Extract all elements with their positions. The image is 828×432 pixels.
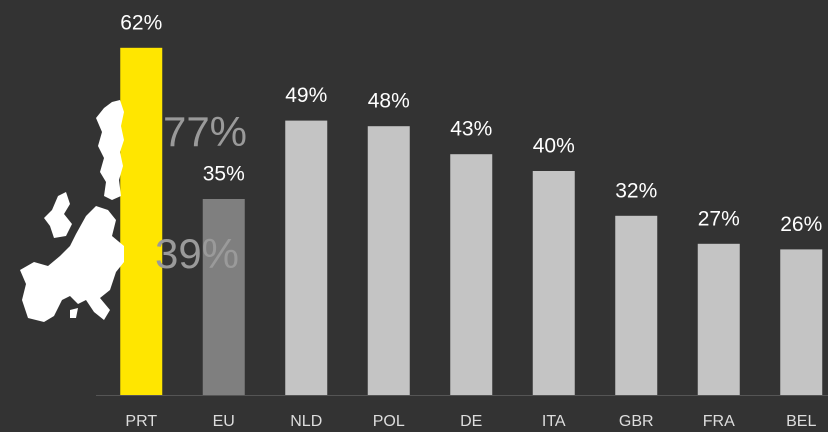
x-tick-label: BEL bbox=[786, 413, 816, 430]
bar bbox=[285, 120, 328, 395]
value-label: 49% bbox=[285, 84, 327, 107]
x-tick-label: FRA bbox=[703, 413, 735, 430]
value-label: 43% bbox=[450, 118, 492, 141]
portugal-map bbox=[96, 100, 124, 200]
bars bbox=[120, 47, 823, 396]
x-tick-label: ITA bbox=[542, 413, 566, 430]
bar bbox=[532, 171, 575, 395]
europe-map bbox=[20, 192, 124, 322]
x-tick-label: NLD bbox=[290, 413, 322, 430]
value-label: 35% bbox=[203, 163, 245, 186]
value-label: 40% bbox=[533, 135, 575, 158]
x-tick-label: DE bbox=[460, 413, 482, 430]
bar bbox=[367, 126, 410, 395]
value-label: 26% bbox=[780, 213, 822, 236]
x-tick-label: PRT bbox=[125, 413, 157, 430]
value-label: 27% bbox=[698, 207, 740, 230]
bar bbox=[120, 47, 163, 396]
x-tick-label: EU bbox=[213, 413, 235, 430]
x-tick-label: GBR bbox=[619, 413, 654, 430]
value-label: 62% bbox=[120, 11, 162, 34]
bar bbox=[780, 249, 823, 395]
bar bbox=[202, 199, 245, 395]
bar bbox=[697, 243, 740, 395]
x-tick-label: POL bbox=[373, 413, 405, 430]
value-label: 48% bbox=[368, 90, 410, 113]
annotation: 77% bbox=[163, 108, 247, 155]
bar bbox=[615, 215, 658, 395]
value-label: 32% bbox=[615, 179, 657, 202]
annotation: 39% bbox=[155, 230, 239, 277]
bar bbox=[450, 154, 493, 395]
